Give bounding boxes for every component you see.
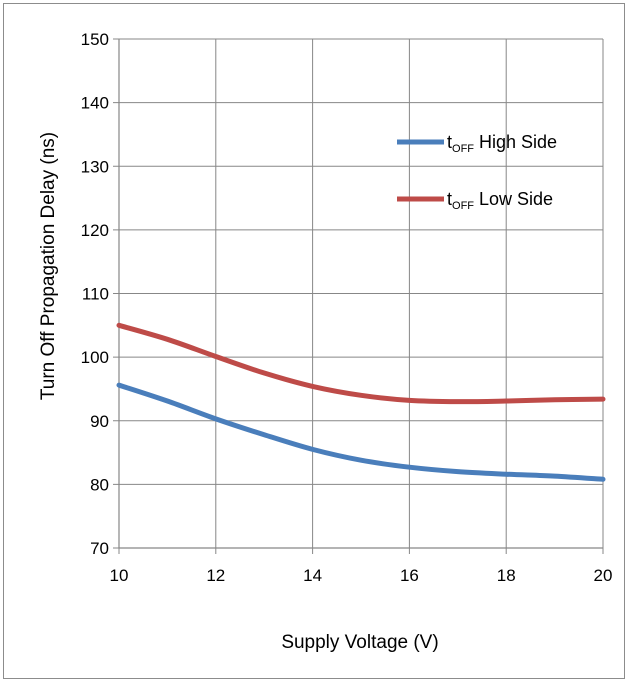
y-tick-label: 70 xyxy=(90,539,109,558)
chart-frame: 70 80 90 100 110 120 130 140 150 10 12 14 16 18 20 Sup… xyxy=(3,3,625,679)
series-line-1 xyxy=(116,382,606,482)
x-tick-label: 12 xyxy=(206,566,225,585)
x-tick-label: 10 xyxy=(110,566,129,585)
y-tick-label: 120 xyxy=(81,221,109,240)
axes xyxy=(113,38,604,554)
x-tick-label: 20 xyxy=(594,566,613,585)
y-tick-label: 90 xyxy=(90,412,109,431)
y-tick-label: 100 xyxy=(81,348,109,367)
y-tick-label: 80 xyxy=(90,475,109,494)
x-axis-title: Supply Voltage (V) xyxy=(281,632,438,653)
x-tick-label: 16 xyxy=(400,566,419,585)
legend-label-1: tOFF High Side xyxy=(447,132,557,155)
y-axis-title: Turn Off Propagation Delay (ns) xyxy=(38,132,59,400)
x-tick-label: 14 xyxy=(303,566,322,585)
legend: tOFF High Side tOFF Low Side xyxy=(397,132,557,212)
chart: 70 80 90 100 110 120 130 140 150 10 12 14 16 18 20 Sup… xyxy=(38,30,613,653)
legend-label-2: tOFF Low Side xyxy=(447,189,553,212)
y-tick-label: 140 xyxy=(81,94,109,113)
x-tick-label: 18 xyxy=(497,566,516,585)
tick-labels: 70 80 90 100 110 120 130 140 150 10 12 14 16 18 20 xyxy=(81,30,613,585)
y-tick-label: 130 xyxy=(81,157,109,176)
series-layer xyxy=(116,322,606,482)
gridlines xyxy=(119,38,604,548)
y-tick-label: 150 xyxy=(81,30,109,49)
y-tick-label: 110 xyxy=(82,285,109,304)
series-line-2 xyxy=(116,322,606,405)
